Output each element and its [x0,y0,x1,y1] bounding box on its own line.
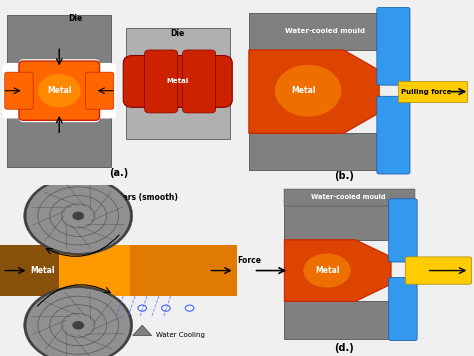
Circle shape [24,286,133,356]
Circle shape [38,74,81,108]
Circle shape [26,288,130,356]
Polygon shape [249,50,379,133]
Text: (b.): (b.) [334,172,354,182]
Text: (a.): (a.) [109,168,128,178]
FancyBboxPatch shape [249,133,403,170]
FancyBboxPatch shape [249,13,403,50]
FancyBboxPatch shape [0,245,237,296]
FancyBboxPatch shape [123,56,232,108]
Polygon shape [284,240,391,301]
Text: Metal: Metal [291,86,316,95]
FancyBboxPatch shape [242,11,469,170]
FancyBboxPatch shape [284,202,415,240]
Text: Die: Die [69,14,83,23]
Circle shape [24,177,133,255]
Text: Metal: Metal [30,266,55,275]
FancyBboxPatch shape [405,257,472,284]
FancyBboxPatch shape [389,277,417,341]
FancyBboxPatch shape [284,189,415,206]
FancyBboxPatch shape [7,111,111,167]
FancyBboxPatch shape [59,245,166,296]
FancyBboxPatch shape [182,50,216,113]
FancyBboxPatch shape [19,59,100,93]
FancyBboxPatch shape [0,245,71,296]
Text: Water Cooling: Water Cooling [156,333,205,339]
Circle shape [72,321,84,330]
FancyBboxPatch shape [145,50,178,113]
FancyBboxPatch shape [126,28,230,139]
Text: Pulling force: Pulling force [401,89,452,95]
Text: Metal: Metal [167,78,189,84]
FancyBboxPatch shape [5,72,33,109]
FancyBboxPatch shape [130,245,237,296]
Text: Die: Die [171,29,185,38]
Circle shape [275,65,341,117]
Text: Force: Force [237,256,261,265]
Text: Water-cooled mould: Water-cooled mould [311,194,386,200]
Text: Rollers (smooth): Rollers (smooth) [106,193,178,201]
Text: (c.): (c.) [73,342,92,352]
Text: Metal: Metal [47,86,72,95]
Text: Water-cooled mould: Water-cooled mould [285,28,365,35]
Text: Metal: Metal [315,266,339,275]
FancyBboxPatch shape [19,61,100,120]
Circle shape [72,211,84,220]
Circle shape [26,178,130,253]
FancyBboxPatch shape [2,63,36,119]
Circle shape [303,253,351,288]
FancyBboxPatch shape [83,63,116,119]
FancyBboxPatch shape [7,15,111,70]
FancyBboxPatch shape [85,72,114,109]
FancyBboxPatch shape [19,89,100,122]
FancyBboxPatch shape [284,301,415,339]
FancyBboxPatch shape [377,96,410,174]
FancyBboxPatch shape [389,199,417,262]
FancyBboxPatch shape [377,7,410,85]
Polygon shape [398,82,467,102]
Text: (d.): (d.) [334,342,354,352]
Polygon shape [133,325,152,335]
